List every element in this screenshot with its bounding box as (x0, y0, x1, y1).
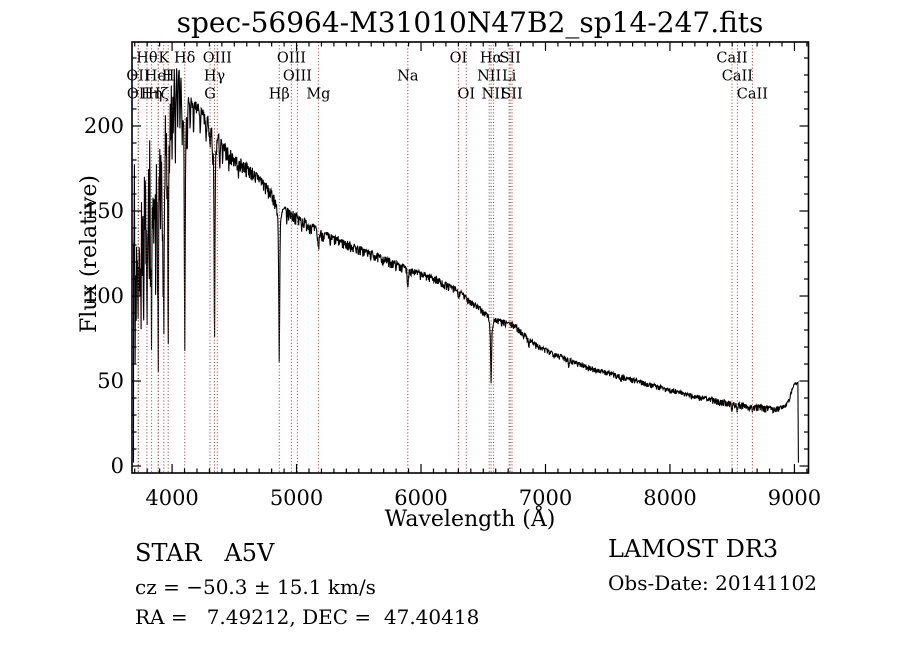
plot-title: spec-56964-M31010N47B2_sp14-247.fits (176, 6, 764, 39)
spectral-line-label: Na (397, 69, 419, 85)
spectral-line-label: Hα (480, 51, 503, 67)
spectral-line-label: Hδ (174, 51, 195, 67)
x-tick-label: 7000 (519, 486, 572, 510)
spectral-line-label: Hζ (148, 87, 169, 103)
spectral-line-label: G (204, 87, 216, 103)
y-tick-label: 200 (84, 114, 124, 138)
spectrum-trace (132, 68, 799, 463)
spectral-line-label: CaII (716, 51, 747, 67)
spectral-line-label: CaII (737, 87, 768, 103)
spectral-line-label: Mg (306, 87, 330, 103)
spectral-line-label: OI (450, 51, 468, 67)
ra-dec-text: RA = 7.49212, DEC = 47.40418 (135, 605, 480, 629)
spectral-line-label: OIII (283, 69, 312, 85)
spectral-line-label: NII (482, 87, 506, 103)
spectral-line-label: SII (501, 87, 522, 103)
spectral-line-label: OI (457, 87, 475, 103)
x-tick-label: 8000 (643, 486, 696, 510)
spectral-line-label: Hη (141, 87, 162, 103)
x-tick-label: 9000 (768, 486, 821, 510)
spectral-line-label: SII (500, 51, 521, 67)
spectral-line-label: K (158, 51, 170, 67)
plot-frame (131, 41, 810, 474)
spectral-line-label: Hγ (204, 69, 225, 85)
x-tick-label: 6000 (394, 486, 447, 510)
survey-release-text: LAMOST DR3 (608, 535, 779, 563)
spectral-line-label: NII (477, 69, 501, 85)
object-class-text: STAR A5V (135, 539, 275, 567)
y-tick-label: 100 (84, 284, 124, 308)
x-axis-label: Wavelength (Å) (384, 507, 556, 532)
spectral-line-label: Hβ (269, 87, 290, 103)
y-tick-label: 150 (84, 199, 124, 223)
spectral-line-label: OIII (203, 51, 232, 67)
spectral-line-label: Li (502, 69, 517, 85)
spectral-line-label: CaII (722, 69, 753, 85)
spectral-line-label: HeI (145, 69, 172, 85)
spectral-line-label: H (162, 69, 175, 85)
cz-velocity-text: cz = −50.3 ± 15.1 km/s (135, 575, 376, 599)
spectral-line-label: Hθ (136, 51, 157, 67)
x-tick-label: 4000 (145, 486, 198, 510)
x-tick-label: 5000 (270, 486, 323, 510)
y-axis-label: Flux (relative) (77, 174, 102, 334)
obs-date-text: Obs-Date: 20141102 (608, 571, 817, 595)
y-tick-label: 0 (111, 454, 124, 478)
spectral-line-label: OIII (277, 51, 306, 67)
y-tick-label: 50 (97, 369, 124, 393)
